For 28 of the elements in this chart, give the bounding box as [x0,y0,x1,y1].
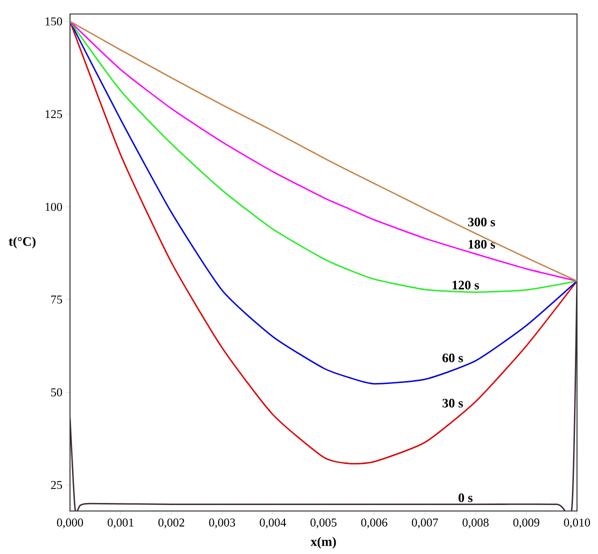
y-tick-label: 150 [46,17,62,26]
series-label: 30 s [442,398,463,408]
line-series [70,280,578,511]
series-label: 120 s [452,280,479,290]
series-label: 180 s [468,240,496,249]
y-tick-label: 75 [51,296,62,304]
line-series [70,20,578,464]
x-tick-label: 0,010 [564,518,590,528]
x-tick-label: 0,008 [462,518,489,528]
y-tick-label: 50 [51,388,62,396]
x-tick-label: 0,005 [310,518,336,528]
series-label: 300 s [468,218,496,226]
x-tick-label: 0,006 [361,518,388,528]
y-tick-label: 25 [51,481,62,490]
line-series [70,20,578,384]
x-tick-label: 0,002 [158,518,184,528]
x-axis-title: x(m) [310,536,336,549]
x-tick-label: 0,007 [412,518,438,528]
y-axis-title: t(°C) [8,236,36,248]
x-tick-label: 0,009 [513,518,540,528]
x-tick-label: 0,003 [209,518,236,528]
x-tick-label: 0,000 [57,518,83,528]
series-label: 0 s [458,493,473,502]
series-label: 60 s [442,354,463,362]
y-tick-label: 100 [46,202,62,211]
y-tick-label: 125 [46,110,62,118]
x-tick-label: 0,001 [108,518,134,528]
x-tick-label: 0,004 [260,518,286,528]
